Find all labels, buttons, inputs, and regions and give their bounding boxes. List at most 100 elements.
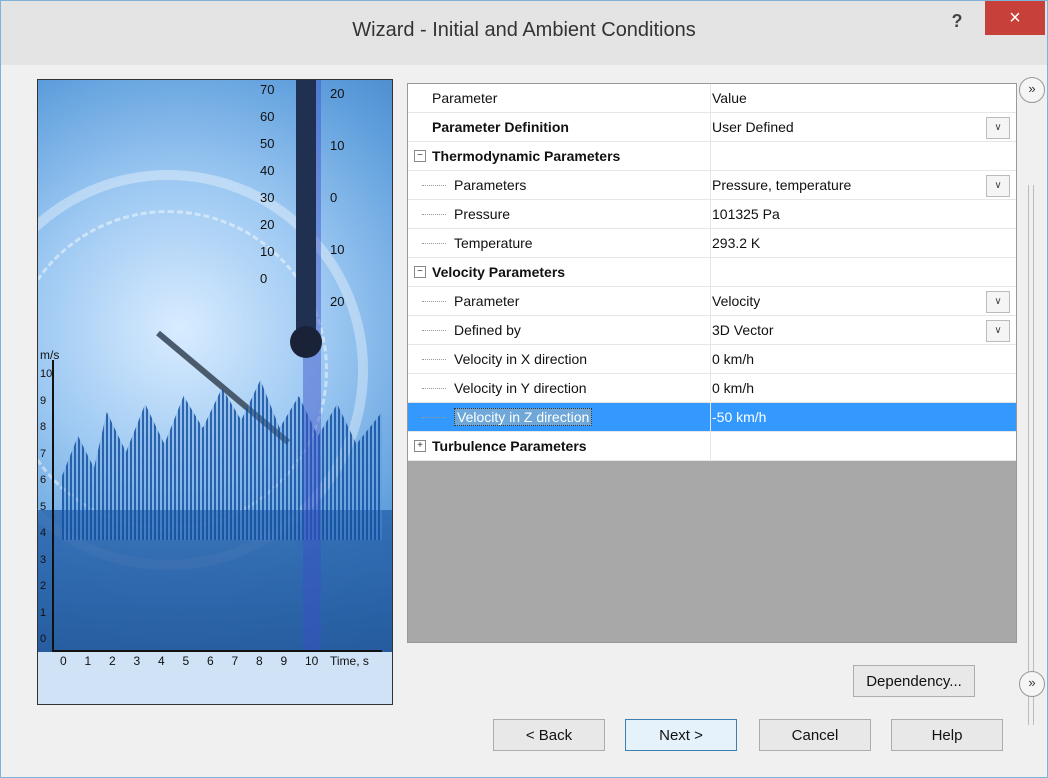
thermometer-scale-label: 10	[260, 244, 275, 259]
property-value[interactable]: 293.2 K	[712, 229, 1016, 257]
property-label-text: Pressure	[454, 206, 511, 222]
property-row[interactable]: Velocity in X direction 0 km/h	[408, 345, 1016, 374]
thermometer-scale-label: 50	[260, 136, 275, 151]
x-tick-label: 10	[305, 654, 319, 668]
property-value[interactable]: User Defined ∨	[712, 113, 1016, 141]
group-row[interactable]: + Turbulence Parameters	[408, 432, 1016, 461]
property-value[interactable]: 0 km/h	[712, 374, 1016, 402]
y-tick-label: 4	[40, 527, 47, 539]
x-tick-label: 0	[60, 654, 67, 668]
thermometer-scale-label: 20	[330, 294, 345, 309]
tree-line	[422, 185, 446, 186]
y-tick-label: 5	[40, 500, 47, 513]
property-value[interactable]	[712, 142, 1016, 170]
x-tick-label: 2	[109, 654, 116, 668]
property-value[interactable]: Velocity ∨	[712, 287, 1016, 315]
thermometer-scale-label: 60	[260, 109, 275, 124]
property-value-text: User Defined	[712, 119, 794, 135]
thermometer-scale-label: 10	[330, 242, 345, 257]
property-label: Velocity Parameters	[432, 258, 711, 286]
thermometer-scale-label: 20	[260, 217, 275, 232]
property-row[interactable]: Velocity in Z direction -50 km/h	[408, 403, 1016, 432]
collapse-icon[interactable]: −	[414, 266, 426, 278]
help-button[interactable]: Help	[891, 719, 1003, 751]
property-label-text: Defined by	[454, 322, 521, 338]
property-label-text: Velocity Parameters	[432, 264, 566, 280]
property-label-text: Parameter	[454, 293, 520, 309]
thermometer-scale-label: 10	[330, 138, 345, 153]
property-row[interactable]: Velocity in Y direction 0 km/h	[408, 374, 1016, 403]
thermometer-scale-label: 70	[260, 82, 275, 97]
x-tick-label: 8	[256, 654, 263, 668]
property-label-text: Velocity in Z direction	[454, 408, 593, 426]
property-label: Turbulence Parameters	[432, 432, 711, 460]
property-row[interactable]: Temperature 293.2 K	[408, 229, 1016, 258]
help-icon[interactable]: ?	[951, 11, 963, 31]
y-tick-label: 10	[40, 368, 53, 380]
property-row[interactable]: Parameter Velocity ∨	[408, 287, 1016, 316]
property-grid[interactable]: Parameter Value Parameter Definition User…	[407, 83, 1017, 643]
dependency-button[interactable]: Dependency...	[853, 665, 975, 697]
thermometer-scale-label: 30	[260, 190, 275, 205]
property-label: Defined by	[454, 316, 711, 344]
x-tick-label: 7	[231, 654, 239, 668]
property-label-text: Thermodynamic Parameters	[432, 148, 621, 164]
property-label: Velocity in Z direction	[454, 403, 711, 431]
x-tick-label: 1	[84, 654, 92, 668]
y-axis	[52, 360, 54, 650]
tree-line	[422, 359, 446, 360]
expand-top-icon[interactable]: »	[1019, 77, 1045, 103]
y-tick-label: 2	[40, 580, 47, 592]
property-row[interactable]: Parameter Definition User Defined ∨	[408, 113, 1016, 142]
y-tick-label: 7	[40, 447, 47, 460]
property-value[interactable]: 3D Vector ∨	[712, 316, 1016, 344]
property-label-text: Parameters	[454, 177, 527, 193]
property-value[interactable]: Pressure, temperature ∨	[712, 171, 1016, 199]
property-value[interactable]: -50 km/h	[712, 403, 1016, 431]
thermometer-scale-label: 40	[260, 163, 275, 178]
wizard-content: m/s 70 60 50 40 30 20 10 0 20 10 0 10 20 10 9 8 7 6 5 4 3 2 1 0…	[17, 65, 1045, 761]
thermometer-tube	[296, 80, 316, 340]
property-row[interactable]: Pressure 101325 Pa	[408, 200, 1016, 229]
group-row[interactable]: − Velocity Parameters	[408, 258, 1016, 287]
back-button[interactable]: < Back	[493, 719, 605, 751]
property-grid-body: Parameter Value Parameter Definition User…	[408, 84, 1016, 461]
property-value[interactable]	[712, 432, 1016, 460]
y-tick-label: 9	[40, 394, 47, 407]
cancel-button[interactable]: Cancel	[759, 719, 871, 751]
expand-icon[interactable]: +	[414, 440, 426, 452]
property-row[interactable]: Parameters Pressure, temperature ∨	[408, 171, 1016, 200]
x-axis-band	[38, 652, 392, 704]
thermometer-scale-label: 0	[330, 190, 338, 205]
expand-bottom-icon[interactable]: »	[1019, 671, 1045, 697]
header-parameter: Parameter	[432, 84, 711, 112]
x-tick-label: 6	[207, 654, 214, 668]
next-button[interactable]: Next >	[625, 719, 737, 751]
property-value-text: 3D Vector	[712, 322, 774, 338]
title-bar: Wizard - Initial and Ambient Conditions …	[1, 1, 1047, 65]
chevron-down-icon[interactable]: ∨	[986, 117, 1010, 139]
chevron-down-icon[interactable]: ∨	[986, 320, 1010, 342]
thermometer-scale-label: 0	[260, 271, 268, 286]
chevron-down-icon[interactable]: ∨	[986, 291, 1010, 313]
thermometer-scale-label: 20	[330, 86, 345, 101]
chevron-down-icon[interactable]: ∨	[986, 175, 1010, 197]
close-icon[interactable]: ×	[985, 1, 1045, 35]
x-tick-label: 4	[158, 654, 165, 668]
property-row[interactable]: Defined by 3D Vector ∨	[408, 316, 1016, 345]
x-tick-label: 9	[280, 654, 288, 668]
property-label-text: Turbulence Parameters	[432, 438, 587, 454]
x-tick-label: 5	[182, 654, 190, 668]
property-value-text: Pressure, temperature	[712, 177, 852, 193]
side-scroll-track[interactable]	[1028, 185, 1034, 725]
property-value[interactable]: 101325 Pa	[712, 200, 1016, 228]
property-label: Parameter	[454, 287, 711, 315]
property-value-text: -50 km/h	[712, 409, 767, 425]
y-tick-label: 8	[40, 421, 47, 433]
property-label: Velocity in X direction	[454, 345, 711, 373]
y-tick-label: 6	[40, 474, 47, 486]
group-row[interactable]: − Thermodynamic Parameters	[408, 142, 1016, 171]
property-value[interactable]	[712, 258, 1016, 286]
property-value[interactable]: 0 km/h	[712, 345, 1016, 373]
collapse-icon[interactable]: −	[414, 150, 426, 162]
